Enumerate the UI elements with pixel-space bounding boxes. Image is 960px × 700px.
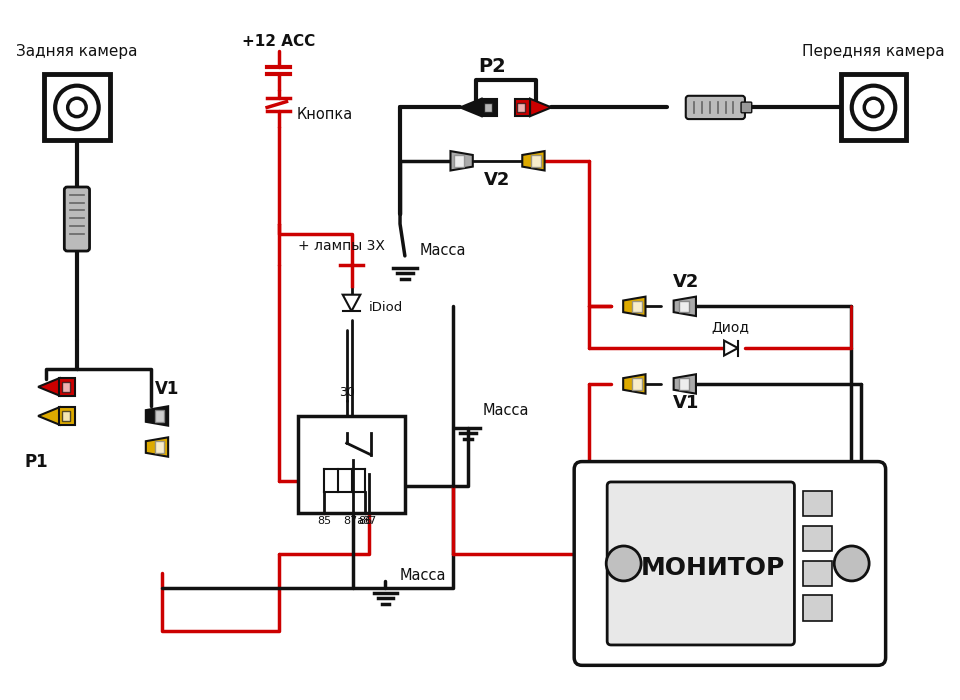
Circle shape bbox=[68, 98, 86, 117]
Text: 86: 86 bbox=[358, 516, 372, 526]
Polygon shape bbox=[623, 297, 645, 316]
Polygon shape bbox=[38, 407, 60, 425]
Text: + лампы 3Х: + лампы 3Х bbox=[299, 239, 385, 253]
Bar bbox=[44, 74, 110, 141]
Polygon shape bbox=[522, 151, 544, 171]
Text: 87: 87 bbox=[362, 516, 376, 526]
Bar bbox=[841, 74, 906, 141]
Bar bbox=[804, 491, 832, 516]
Text: 87a: 87a bbox=[343, 516, 364, 526]
Bar bbox=[62, 382, 70, 392]
Circle shape bbox=[852, 85, 896, 130]
Text: Передняя камера: Передняя камера bbox=[803, 44, 945, 59]
Polygon shape bbox=[623, 374, 645, 393]
Polygon shape bbox=[724, 341, 738, 356]
Circle shape bbox=[864, 98, 883, 117]
Text: V1: V1 bbox=[155, 380, 179, 398]
Text: Масса: Масса bbox=[400, 568, 446, 582]
Text: 30: 30 bbox=[339, 386, 354, 398]
Bar bbox=[60, 407, 75, 425]
Bar bbox=[680, 378, 689, 390]
Text: V2: V2 bbox=[484, 172, 510, 189]
Polygon shape bbox=[674, 297, 696, 316]
Text: Кнопка: Кнопка bbox=[297, 106, 352, 122]
Polygon shape bbox=[530, 99, 551, 116]
Text: V2: V2 bbox=[673, 273, 700, 291]
Bar bbox=[485, 103, 492, 112]
Bar bbox=[482, 99, 497, 116]
Text: Масса: Масса bbox=[420, 243, 466, 258]
Text: Задняя камера: Задняя камера bbox=[16, 44, 137, 59]
Polygon shape bbox=[460, 99, 482, 116]
Text: Диод: Диод bbox=[711, 320, 749, 334]
Polygon shape bbox=[674, 374, 696, 393]
Text: Масса: Масса bbox=[483, 402, 529, 418]
Text: V1: V1 bbox=[673, 394, 700, 412]
Bar bbox=[804, 561, 832, 586]
Bar bbox=[680, 300, 689, 312]
Bar bbox=[299, 416, 405, 513]
Text: P1: P1 bbox=[25, 453, 48, 470]
Bar bbox=[632, 300, 641, 312]
Bar bbox=[62, 411, 70, 421]
Circle shape bbox=[834, 546, 869, 581]
Text: МОНИТОР: МОНИТОР bbox=[640, 556, 784, 580]
Polygon shape bbox=[146, 438, 168, 456]
FancyBboxPatch shape bbox=[64, 187, 89, 251]
Bar bbox=[454, 155, 464, 167]
Polygon shape bbox=[38, 378, 60, 395]
FancyBboxPatch shape bbox=[574, 461, 886, 665]
Polygon shape bbox=[146, 406, 168, 426]
Text: P2: P2 bbox=[478, 57, 506, 76]
Bar bbox=[804, 596, 832, 621]
Polygon shape bbox=[343, 295, 360, 311]
Circle shape bbox=[606, 546, 641, 581]
Text: 85: 85 bbox=[318, 516, 331, 526]
Bar bbox=[60, 378, 75, 395]
Bar bbox=[515, 99, 530, 116]
Bar bbox=[531, 155, 540, 167]
FancyBboxPatch shape bbox=[607, 482, 795, 645]
Bar bbox=[155, 441, 164, 453]
Bar bbox=[804, 526, 832, 551]
Bar bbox=[517, 103, 525, 112]
FancyBboxPatch shape bbox=[741, 102, 752, 113]
Bar bbox=[632, 378, 641, 390]
Text: iDiod: iDiod bbox=[369, 301, 403, 314]
Polygon shape bbox=[450, 151, 472, 171]
Circle shape bbox=[55, 85, 99, 130]
FancyBboxPatch shape bbox=[685, 96, 745, 119]
Bar bbox=[155, 410, 164, 422]
Text: +12 ACC: +12 ACC bbox=[242, 34, 316, 49]
